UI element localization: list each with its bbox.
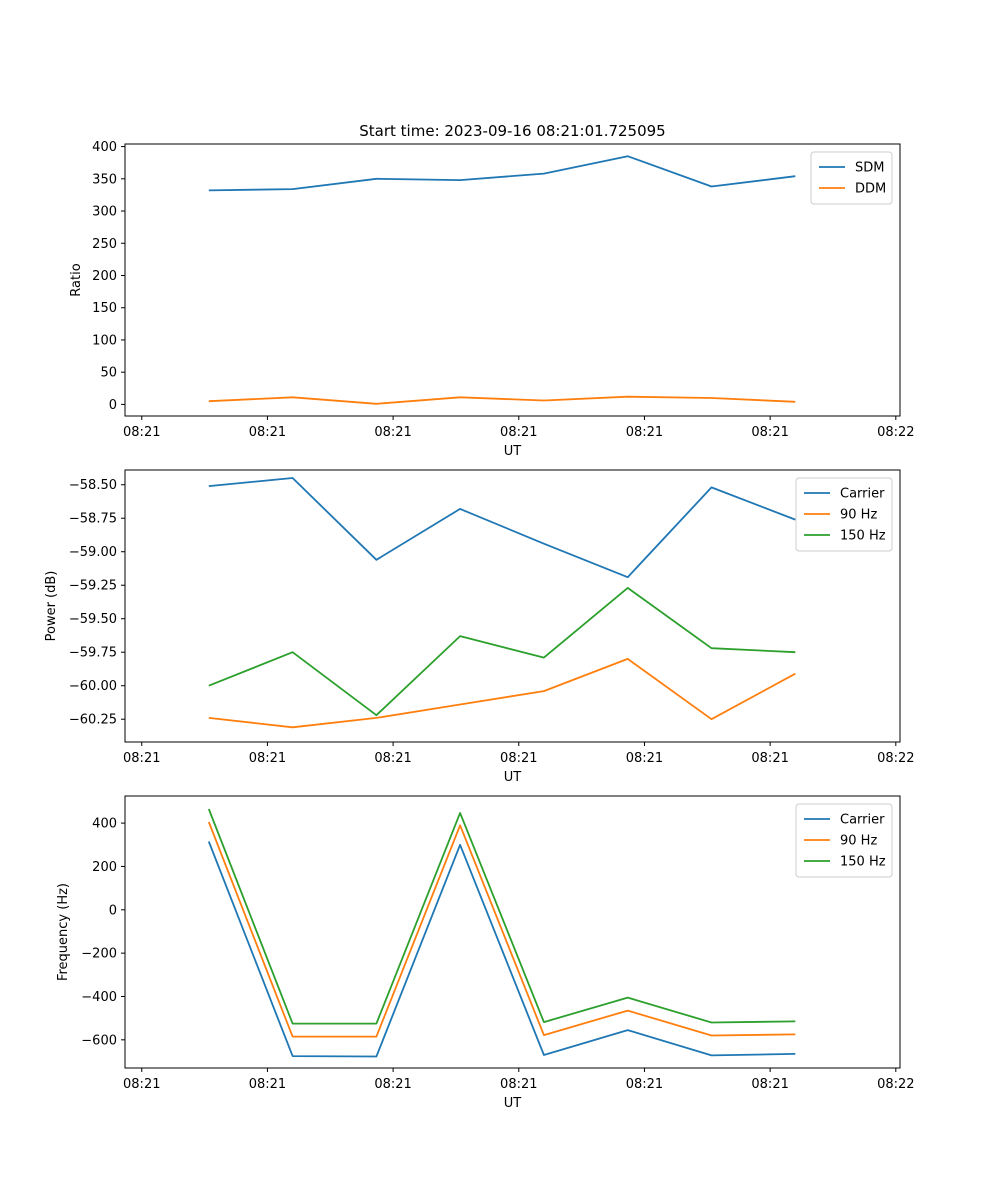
x-tick-label: 08:21 [374, 425, 411, 440]
x-axis-label: UT [504, 770, 522, 785]
y-tick-label: −58.50 [69, 478, 117, 493]
x-tick-label: 08:21 [751, 425, 788, 440]
x-axis-label: UT [504, 444, 522, 459]
x-tick-label: 08:21 [123, 425, 160, 440]
y-tick-label: −200 [81, 947, 117, 962]
y-tick-label: 150 [92, 301, 117, 316]
y-tick-label: −400 [81, 990, 117, 1005]
y-tick-label: 250 [92, 237, 117, 252]
y-tick-label: −600 [81, 1033, 117, 1048]
x-tick-label: 08:21 [626, 1077, 663, 1092]
y-tick-label: −59.75 [69, 646, 117, 661]
legend-label: 150 Hz [840, 855, 886, 870]
x-tick-label: 08:21 [374, 1077, 411, 1092]
y-tick-label: 400 [92, 817, 117, 832]
y-tick-label: −60.00 [69, 679, 117, 694]
series-line-ddm [208, 395, 796, 405]
series-line-carrier [208, 477, 796, 579]
y-axis-label: Frequency (Hz) [56, 883, 71, 981]
axes-frame [124, 795, 901, 1069]
chart-3: 08:21 08:21 08:21 08:21 08:21 08:21 08:22 UT 400… [56, 795, 915, 1111]
x-tick-label: 08:21 [500, 1077, 537, 1092]
y-tick-label: −59.25 [69, 579, 117, 594]
chart-2: 08:21 08:21 08:21 08:21 08:21 08:21 08:22 UT −58… [44, 469, 915, 785]
y-tick-label: 100 [92, 333, 117, 348]
y-axis-label: Ratio [69, 263, 84, 296]
y-tick-label: 300 [92, 205, 117, 220]
legend-label: SDM [855, 161, 884, 176]
y-tick-label: 400 [92, 140, 117, 155]
legend-label: 150 Hz [840, 529, 886, 544]
legend-label: 90 Hz [840, 508, 877, 523]
x-tick-label: 08:21 [249, 751, 286, 766]
series-line-sdm [208, 155, 796, 192]
y-tick-label: −58.75 [69, 512, 117, 527]
y-tick-label: 0 [109, 398, 117, 413]
y-tick-label: 200 [92, 860, 117, 875]
y-tick-label: −59.00 [69, 545, 117, 560]
chart-1: Start time: 2023-09-16 08:21:01.725095 08… [69, 122, 915, 459]
legend-box [795, 477, 893, 552]
legend: Carrier 90 Hz 150 Hz [795, 477, 893, 552]
y-tick-label: −59.50 [69, 612, 117, 627]
axes-frame [124, 469, 901, 743]
x-axis-label: UT [504, 1096, 522, 1111]
y-tick-label: 0 [109, 903, 117, 918]
y-tick-label: −60.25 [69, 713, 117, 728]
y-axis-label: Power (dB) [44, 571, 59, 642]
legend-label: DDM [855, 182, 886, 197]
x-tick-label: 08:22 [877, 1077, 914, 1092]
y-tick-label: 200 [92, 269, 117, 284]
x-tick-label: 08:22 [877, 751, 914, 766]
series-line-90-hz [208, 658, 796, 729]
x-tick-label: 08:21 [500, 425, 537, 440]
legend-box [795, 803, 893, 878]
legend-label: Carrier [840, 813, 885, 828]
series-line-carrier [207, 841, 796, 1058]
legend-label: 90 Hz [840, 834, 877, 849]
x-tick-label: 08:21 [751, 751, 788, 766]
x-tick-label: 08:21 [249, 1077, 286, 1092]
x-tick-label: 08:21 [626, 425, 663, 440]
x-tick-label: 08:21 [249, 425, 286, 440]
legend: Carrier 90 Hz 150 Hz [795, 803, 893, 878]
x-tick-label: 08:21 [751, 1077, 788, 1092]
series-line-150-hz [208, 587, 796, 717]
y-tick-label: 50 [100, 366, 117, 381]
axes-frame [124, 143, 901, 417]
series-line-90-hz [207, 821, 796, 1038]
x-tick-label: 08:22 [877, 425, 914, 440]
x-tick-label: 08:21 [123, 751, 160, 766]
series-line-150-hz [207, 808, 796, 1025]
x-tick-label: 08:21 [500, 751, 537, 766]
legend: SDM DDM [810, 151, 893, 205]
x-tick-label: 08:21 [123, 1077, 160, 1092]
legend-label: Carrier [840, 487, 885, 502]
x-tick-label: 08:21 [374, 751, 411, 766]
chart-title: Start time: 2023-09-16 08:21:01.725095 [359, 122, 665, 140]
y-tick-label: 350 [92, 172, 117, 187]
legend-box [810, 151, 893, 205]
x-tick-label: 08:21 [626, 751, 663, 766]
